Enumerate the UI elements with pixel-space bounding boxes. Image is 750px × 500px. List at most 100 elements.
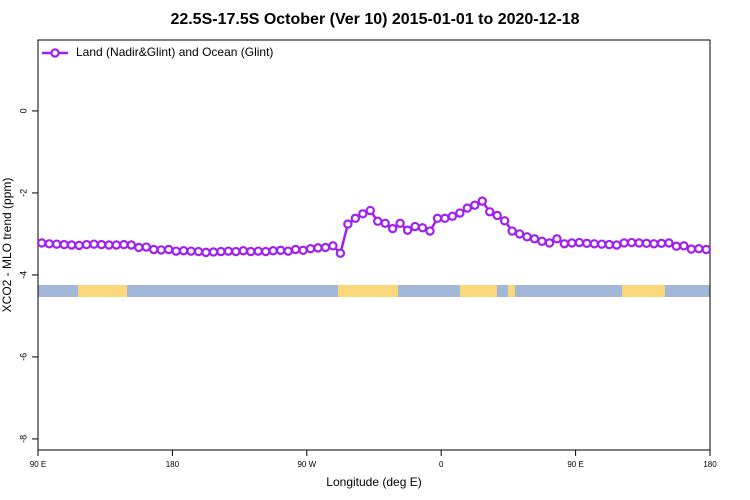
point xyxy=(701,244,711,255)
point xyxy=(686,244,697,254)
point xyxy=(96,239,107,250)
point xyxy=(335,248,346,258)
point xyxy=(477,196,487,206)
point xyxy=(552,234,562,244)
point xyxy=(395,218,405,228)
point xyxy=(537,236,547,247)
point xyxy=(163,244,174,255)
point xyxy=(171,246,181,256)
x-tick-label: 90 W xyxy=(297,460,316,469)
point xyxy=(126,240,137,250)
point xyxy=(119,239,129,250)
point xyxy=(634,238,644,248)
point xyxy=(611,240,622,250)
point xyxy=(544,238,555,248)
legend-marker xyxy=(50,48,60,58)
point xyxy=(208,247,219,257)
point xyxy=(664,238,674,248)
x-tick-label: 90 E xyxy=(567,460,583,469)
point xyxy=(432,213,443,224)
point xyxy=(66,240,77,250)
point xyxy=(156,245,166,255)
point xyxy=(559,239,570,249)
point xyxy=(402,225,413,235)
point xyxy=(604,239,614,250)
point xyxy=(574,237,585,248)
point xyxy=(425,226,435,236)
point xyxy=(298,245,308,256)
point xyxy=(313,243,323,253)
point xyxy=(216,246,226,257)
point xyxy=(104,240,114,250)
point xyxy=(671,241,682,251)
point xyxy=(141,242,151,252)
chart-title: 22.5S-17.5S October (Ver 10) 2015-01-01 … xyxy=(170,11,579,28)
point xyxy=(328,241,338,251)
point xyxy=(186,246,196,256)
point xyxy=(447,211,458,221)
y-axis-label: XCO2 - MLO trend (ppm) xyxy=(0,178,14,313)
point xyxy=(679,241,689,251)
point xyxy=(417,223,428,233)
point xyxy=(238,246,249,256)
point xyxy=(507,226,517,236)
point xyxy=(440,213,450,224)
y-tick-label: 0 xyxy=(18,108,28,113)
point xyxy=(641,238,652,249)
point xyxy=(231,246,241,257)
point xyxy=(529,234,540,244)
land-band xyxy=(338,285,398,297)
point xyxy=(44,239,54,249)
x-tick-label: 180 xyxy=(703,460,717,469)
x-axis-label: Longitude (deg E) xyxy=(326,475,421,489)
point xyxy=(387,223,398,234)
point xyxy=(268,246,278,256)
point xyxy=(492,210,502,221)
point xyxy=(290,244,301,255)
point xyxy=(514,229,525,239)
point xyxy=(134,242,144,253)
point xyxy=(589,239,599,249)
point xyxy=(462,203,473,213)
point xyxy=(567,238,577,248)
y-tick-label: -2 xyxy=(18,189,28,197)
point xyxy=(694,243,704,254)
point xyxy=(37,238,47,248)
point xyxy=(582,238,592,249)
point xyxy=(649,239,659,249)
point xyxy=(410,221,420,232)
y-tick-label: -8 xyxy=(18,435,28,443)
x-tick-label: 180 xyxy=(166,460,180,469)
point xyxy=(320,242,331,253)
point xyxy=(455,208,465,218)
point xyxy=(343,219,353,229)
point xyxy=(522,232,532,242)
point xyxy=(178,246,189,256)
point xyxy=(365,205,375,216)
point xyxy=(350,213,361,224)
point xyxy=(373,216,383,226)
point xyxy=(283,246,293,256)
point xyxy=(246,246,256,257)
point xyxy=(597,239,607,249)
point xyxy=(358,209,368,219)
point xyxy=(193,246,204,257)
point xyxy=(51,239,62,249)
point xyxy=(201,247,211,258)
point xyxy=(485,207,495,217)
point xyxy=(305,243,316,254)
y-tick-label: -6 xyxy=(18,353,28,361)
point xyxy=(619,238,629,248)
legend-label: Land (Nadir&Glint) and Ocean (Glint) xyxy=(76,45,273,59)
y-tick-label: -4 xyxy=(18,271,28,279)
point xyxy=(656,238,667,249)
point xyxy=(223,246,234,256)
land-band xyxy=(78,285,127,297)
land-band xyxy=(460,285,497,297)
x-tick-label: 90 E xyxy=(30,460,46,469)
land-band xyxy=(508,285,515,297)
point xyxy=(275,245,286,256)
point xyxy=(149,244,159,255)
point xyxy=(59,239,69,250)
